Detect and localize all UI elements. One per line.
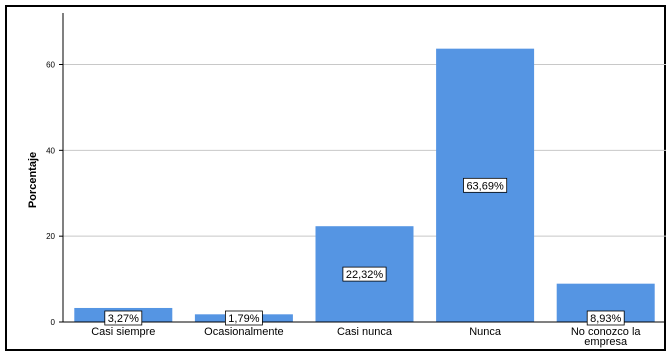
- y-tick-label: 20: [46, 232, 55, 241]
- y-tick-label: 60: [46, 61, 55, 70]
- category-label: Casi siempre: [91, 326, 155, 338]
- y-axis-label: Porcentaje: [27, 152, 39, 208]
- y-tick-label: 0: [51, 318, 56, 327]
- data-label-box: [586, 310, 625, 326]
- gridlines: [63, 64, 666, 237]
- data-label: 1,79%: [228, 313, 259, 325]
- data-labels: 3,27% 1,79% 22,32% 63,69% 8,93%: [104, 177, 625, 326]
- category-label: Nunca: [469, 326, 502, 338]
- category-label: No conozco la: [571, 326, 642, 338]
- data-label: 8,93%: [590, 313, 621, 325]
- data-label-box: [104, 310, 143, 326]
- y-tick-label: 40: [46, 146, 55, 155]
- data-label: 22,32%: [346, 269, 384, 281]
- data-label-box: [463, 177, 508, 193]
- category-labels: Casi siempre Ocasionalmente Casi nunca Nunc…: [91, 326, 641, 348]
- data-label-box: [224, 310, 263, 326]
- data-label: 63,69%: [466, 180, 504, 192]
- y-tick-labels: 0 20 40 60: [46, 61, 63, 327]
- data-label: 3,27%: [108, 313, 139, 325]
- data-label-box: [342, 266, 387, 282]
- category-label: Ocasionalmente: [204, 326, 284, 338]
- category-label: Casi nunca: [337, 326, 393, 338]
- category-label: empresa: [584, 336, 628, 348]
